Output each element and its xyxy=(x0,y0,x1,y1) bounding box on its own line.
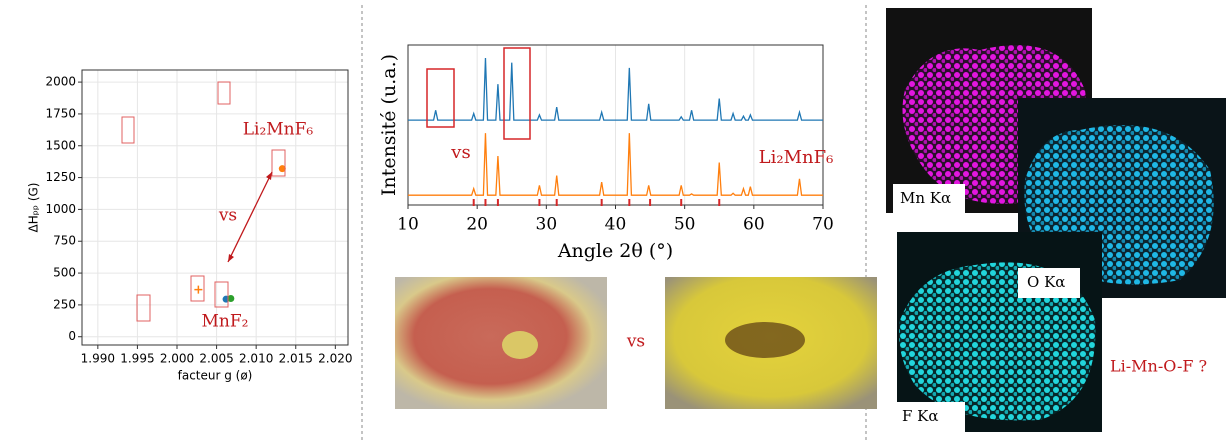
annotation: MnF₂ xyxy=(202,312,249,332)
x-tick-label: 30 xyxy=(536,215,558,235)
x-tick-label: 20 xyxy=(466,215,488,235)
y-tick-label: 1500 xyxy=(45,138,76,152)
point xyxy=(227,295,235,303)
x-tick-label: 1.995 xyxy=(120,352,154,366)
annotation: Li₂MnF₆ xyxy=(243,120,314,140)
highlight-box xyxy=(190,275,205,302)
line-series xyxy=(408,58,823,121)
y-tick-label: 750 xyxy=(53,234,76,248)
x-tick-label: 70 xyxy=(812,215,834,235)
label-box xyxy=(897,402,965,432)
x-tick-label: 2.010 xyxy=(239,352,273,366)
edx-label: O Kα xyxy=(1027,273,1065,291)
y-axis-label: ΔHₚₚ (G) xyxy=(27,183,41,233)
line-series xyxy=(408,133,823,196)
x-tick-label: 50 xyxy=(674,215,696,235)
y-tick-label: 500 xyxy=(53,266,76,280)
y-tick-label: 2000 xyxy=(45,75,76,89)
annotation: Li₂MnF₆ xyxy=(759,147,834,168)
edx-blob xyxy=(899,262,1096,421)
label-box xyxy=(893,184,965,214)
plot-frame xyxy=(407,44,824,206)
x-tick-label: 40 xyxy=(605,215,627,235)
y-tick-label: 0 xyxy=(68,329,76,343)
highlight-box xyxy=(271,149,286,177)
x-axis-label: Angle 2θ (°) xyxy=(557,240,673,262)
photo-detail xyxy=(502,331,538,359)
y-tick-label: 250 xyxy=(53,297,76,311)
x-tick-label: 2.005 xyxy=(199,352,233,366)
photo-detail xyxy=(725,322,805,358)
edx-note: Li-Mn-O-F ? xyxy=(1110,357,1207,376)
arrow xyxy=(227,171,273,263)
x-tick-label: 2.020 xyxy=(318,352,352,366)
point xyxy=(278,165,286,173)
photo xyxy=(395,277,607,409)
y-tick-label: 1000 xyxy=(45,202,76,216)
edx-label: F Kα xyxy=(902,407,939,425)
highlight-box xyxy=(136,294,151,322)
highlight-box xyxy=(426,68,455,128)
plot-frame xyxy=(81,69,349,346)
highlight-box xyxy=(214,281,229,308)
highlight-box xyxy=(217,81,231,105)
y-tick-label: 1750 xyxy=(45,106,76,120)
annotation: vs xyxy=(218,206,237,226)
highlight-box xyxy=(503,47,531,140)
label-box xyxy=(1018,268,1080,298)
x-tick-label: 1.990 xyxy=(81,352,115,366)
x-tick-label: 2.015 xyxy=(279,352,313,366)
edx-label: Mn Kα xyxy=(900,189,951,207)
photo-vs: vs xyxy=(626,332,645,352)
highlight-box xyxy=(121,116,135,144)
point xyxy=(194,285,203,294)
x-tick-label: 10 xyxy=(397,215,419,235)
y-tick-label: 1250 xyxy=(45,170,76,184)
x-axis-label: facteur g (ø) xyxy=(178,369,253,383)
y-axis-label: Intensité (u.a.) xyxy=(378,54,400,196)
x-tick-label: 2.000 xyxy=(160,352,194,366)
x-tick-label: 60 xyxy=(743,215,765,235)
annotation: vs xyxy=(450,142,470,163)
